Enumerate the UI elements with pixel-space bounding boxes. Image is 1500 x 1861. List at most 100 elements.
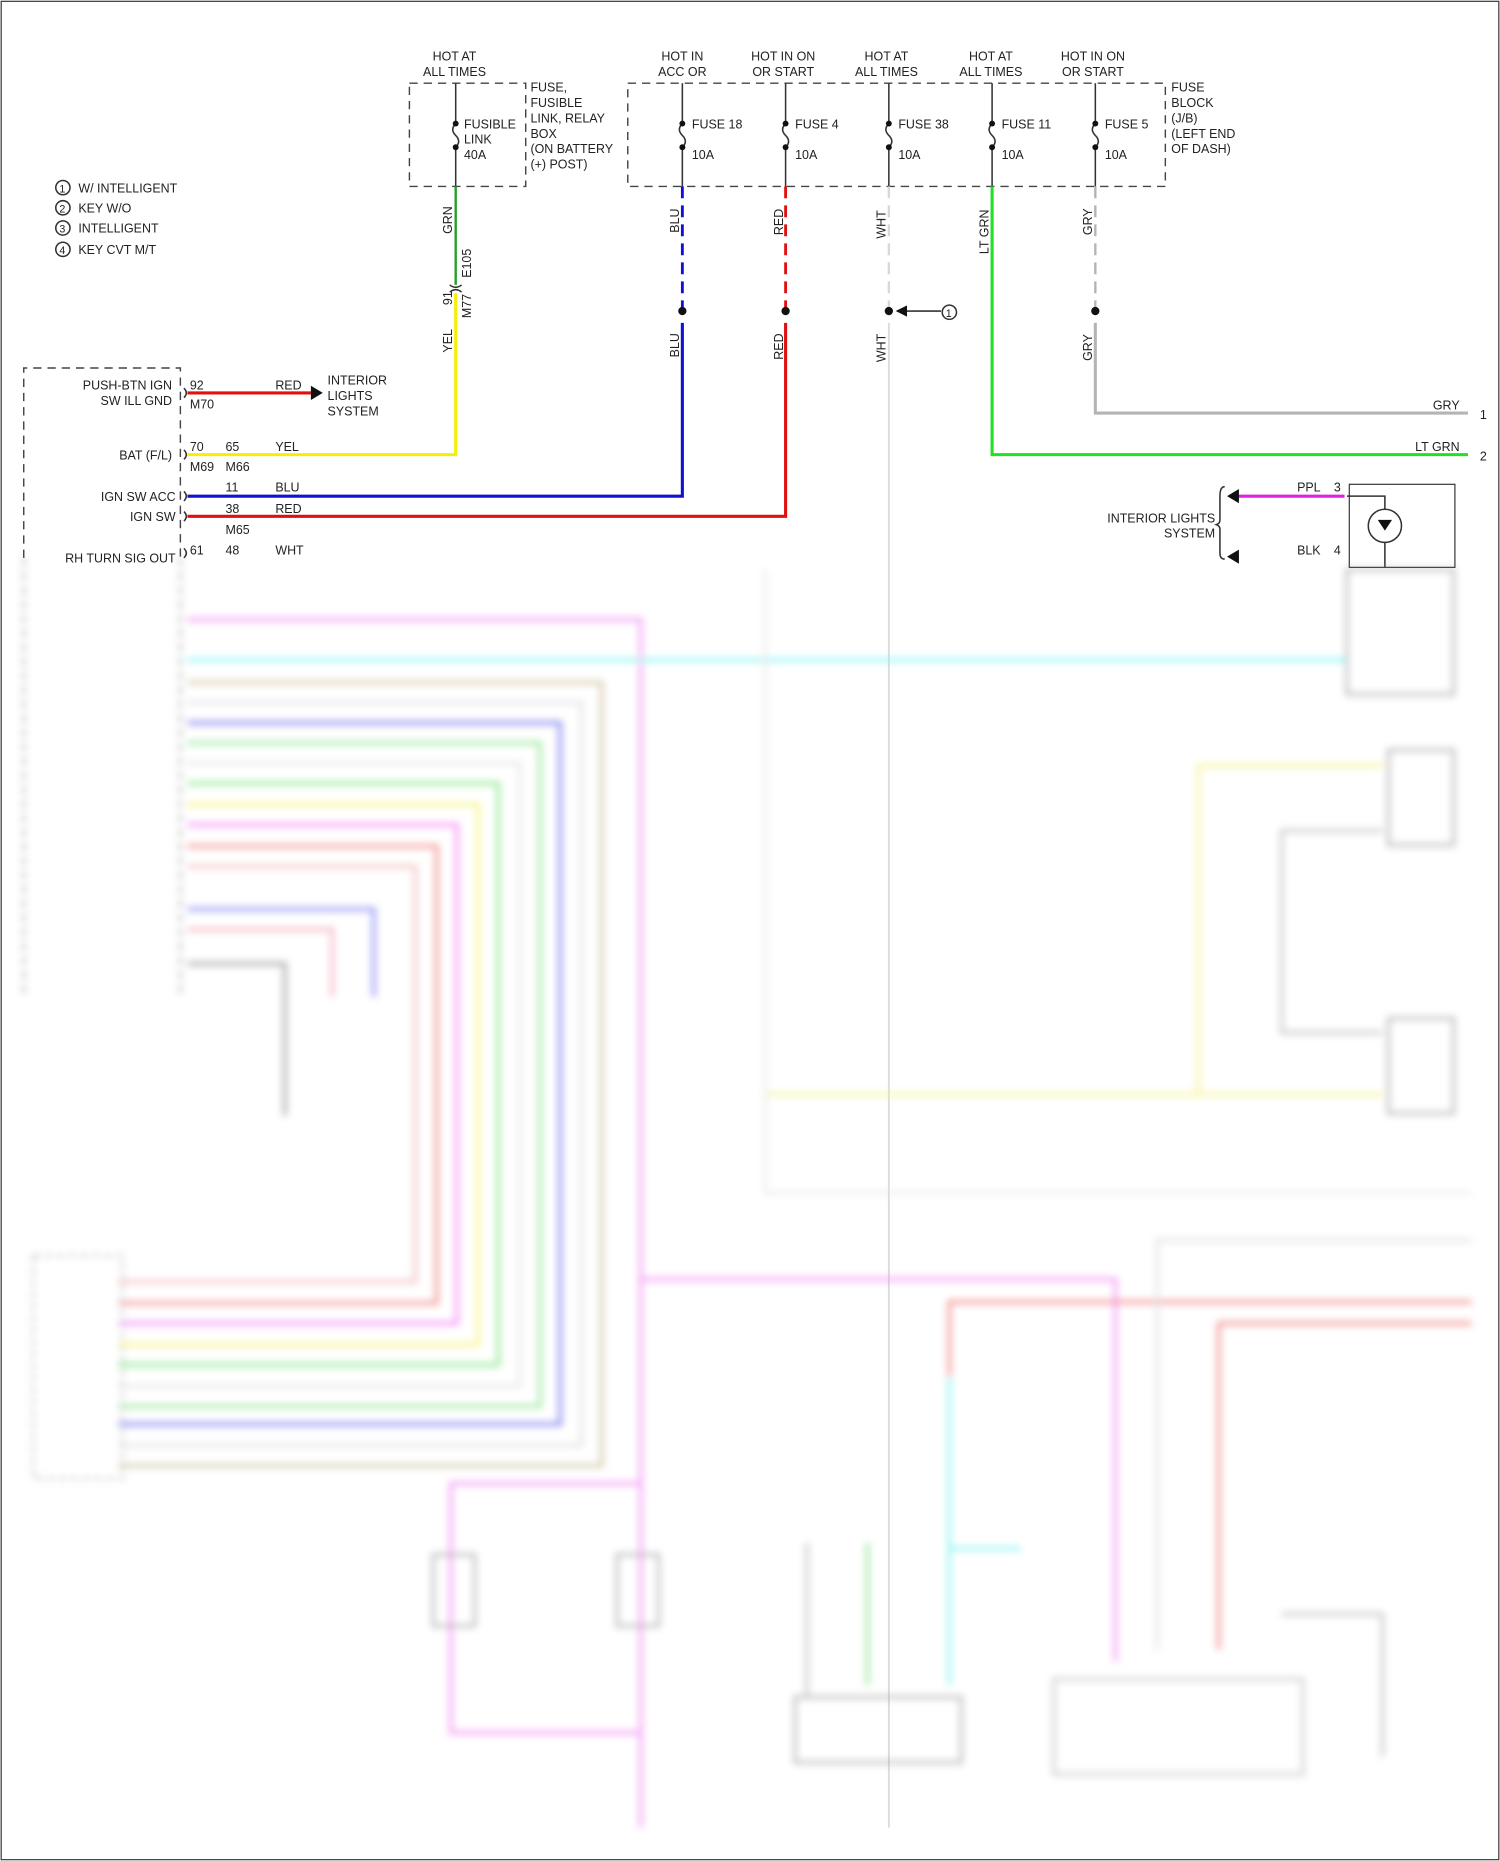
wire-grn-yel: GRN E105 91 M77 YEL [187,186,474,457]
svg-text:M77: M77 [460,294,474,318]
svg-text:KEY W/O: KEY W/O [78,202,131,216]
svg-text:10A: 10A [1002,148,1025,162]
svg-text:M66: M66 [225,460,249,474]
svg-text:LINK: LINK [464,133,492,147]
svg-text:INTELLIGENT: INTELLIGENT [78,222,159,236]
svg-text:HOT IN ON: HOT IN ON [1061,50,1125,64]
legend-item: 1 W/ INTELLIGENT [55,179,178,196]
svg-text:(LEFT END: (LEFT END [1171,127,1235,141]
svg-text:GRN: GRN [441,206,455,234]
svg-text:BOX: BOX [530,127,557,141]
svg-text:FUSE 18: FUSE 18 [692,117,743,131]
svg-text:RED: RED [772,209,786,235]
svg-text:10A: 10A [1105,148,1128,162]
wire-wht: 1 WHT WHT [874,186,958,1828]
legend-item: 3 INTELLIGENT [55,220,159,236]
svg-text:YEL: YEL [275,440,299,454]
svg-text:M70: M70 [190,397,214,411]
push-button-ignition-module: PUSH-BTN IGN SW ILL GND 92 M70 RED INTER… [23,367,388,566]
svg-text:M69: M69 [190,460,214,474]
svg-text:ALL TIMES: ALL TIMES [423,65,486,79]
svg-text:BAT (F/L): BAT (F/L) [119,448,172,462]
svg-text:M65: M65 [225,523,249,537]
svg-text:GRY: GRY [1081,208,1095,235]
fuse-block: FUSE BLOCK (J/B) (LEFT END OF DASH) FUSE… [627,50,1235,188]
svg-text:W/ INTELLIGENT: W/ INTELLIGENT [78,181,177,195]
svg-text:RH TURN SIG OUT: RH TURN SIG OUT [65,552,176,566]
svg-text:4: 4 [59,245,65,257]
legend-item: 4 KEY CVT M/T [55,241,156,258]
svg-text:HOT AT: HOT AT [969,50,1013,64]
svg-text:40A: 40A [464,148,487,162]
svg-text:ACC OR: ACC OR [658,65,706,79]
svg-text:LT GRN: LT GRN [978,210,992,255]
svg-text:FUSE: FUSE [1171,80,1204,94]
svg-text:FUSE 11: FUSE 11 [1002,117,1052,131]
svg-text:(+) POST): (+) POST) [530,158,587,172]
svg-text:61: 61 [190,543,204,557]
svg-text:RED: RED [275,378,301,392]
svg-text:WHT: WHT [275,543,304,557]
svg-text:2: 2 [59,204,65,216]
fusible-link-box: HOT AT ALL TIMES FUSIBLE LINK 40A FUSE, … [408,50,614,188]
svg-text:92: 92 [190,378,204,392]
svg-text:BLOCK: BLOCK [1171,96,1214,110]
svg-text:HOT AT: HOT AT [433,50,477,64]
svg-text:E105: E105 [460,249,474,278]
wire-red: RED RED [187,186,790,518]
svg-text:11: 11 [225,480,238,494]
svg-text:KEY CVT M/T: KEY CVT M/T [78,243,156,257]
svg-text:65: 65 [225,440,239,454]
svg-text:FUSE 4: FUSE 4 [795,117,839,131]
wire-blu: BLU BLU [187,186,687,498]
svg-text:INTERIOR: INTERIOR [328,374,388,388]
svg-text:1: 1 [59,183,65,195]
svg-text:YEL: YEL [441,329,455,353]
interior-light-switch: INTERIOR LIGHTS SYSTEM PPL 3 BLK 4 [1107,480,1456,568]
svg-text:FUSIBLE: FUSIBLE [464,117,516,131]
svg-text:BLU: BLU [668,208,682,232]
svg-text:SW ILL GND: SW ILL GND [101,394,173,408]
svg-text:1: 1 [946,308,952,320]
legend-item: 2 KEY W/O [55,199,132,216]
svg-text:RED: RED [275,502,301,516]
svg-text:OR START: OR START [1062,65,1124,79]
svg-text:IGN SW ACC: IGN SW ACC [101,490,176,504]
svg-text:FUSE 38: FUSE 38 [898,117,949,131]
svg-text:HOT IN: HOT IN [661,50,703,64]
svg-text:2: 2 [1480,450,1487,464]
svg-text:10A: 10A [898,148,921,162]
svg-text:PPL: PPL [1297,480,1321,494]
svg-text:LIGHTS: LIGHTS [328,389,373,403]
obscured-diagram-region [23,557,1472,1828]
svg-text:BLK: BLK [1297,543,1321,557]
option-legend: 1 W/ INTELLIGENT 2 KEY W/O 3 INTELLIGENT 4 K… [55,179,178,258]
svg-text:INTERIOR LIGHTS: INTERIOR LIGHTS [1107,511,1215,525]
svg-text:SYSTEM: SYSTEM [328,404,379,418]
svg-text:PUSH-BTN IGN: PUSH-BTN IGN [83,378,172,392]
svg-text:48: 48 [225,543,239,557]
svg-text:10A: 10A [692,148,715,162]
svg-text:FUSE,: FUSE, [530,80,567,94]
svg-text:WHT: WHT [874,333,888,362]
wire-gry: GRY GRY GRY 1 [1081,186,1487,422]
svg-text:LINK, RELAY: LINK, RELAY [530,111,605,125]
svg-text:1: 1 [1480,408,1487,422]
svg-text:70: 70 [190,440,204,454]
svg-text:FUSIBLE: FUSIBLE [530,96,582,110]
svg-text:(ON BATTERY: (ON BATTERY [530,142,613,156]
svg-text:38: 38 [225,502,239,516]
svg-text:OF DASH): OF DASH) [1171,142,1231,156]
svg-text:3: 3 [1334,480,1341,494]
svg-text:HOT AT: HOT AT [865,50,909,64]
svg-text:3: 3 [59,224,65,236]
svg-text:GRY: GRY [1081,333,1095,360]
svg-text:10A: 10A [795,148,818,162]
svg-text:GRY: GRY [1433,399,1460,413]
svg-text:ALL TIMES: ALL TIMES [959,65,1022,79]
